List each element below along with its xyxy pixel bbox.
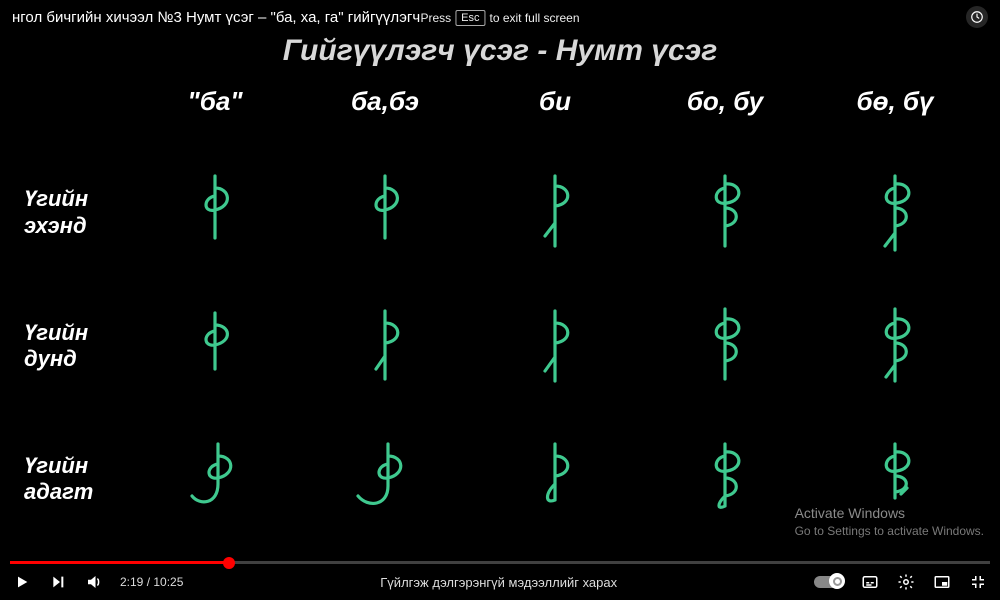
- col-head-2: би: [470, 86, 640, 146]
- glyph-icon: [180, 434, 250, 524]
- esc-hint-post: to exit full screen: [489, 11, 579, 25]
- gear-icon: [897, 573, 915, 591]
- col-head-4: бө, бү: [810, 86, 980, 146]
- glyph-icon: [355, 168, 415, 258]
- glyph-icon: [695, 301, 755, 391]
- fullscreen-esc-hint: Press Esc to exit full screen: [420, 10, 579, 26]
- video-player: нгол бичгийн хичээл №3 Нумт үсэг – "ба, …: [0, 0, 1000, 600]
- watch-later-button[interactable]: [966, 6, 988, 28]
- glyph-cell: [640, 413, 810, 546]
- player-controls: 2:19 / 10:25 Гүйлгэж дэлгэрэнгүй мэдээлл…: [0, 564, 1000, 600]
- next-button[interactable]: [48, 572, 68, 592]
- subtitles-button[interactable]: [860, 572, 880, 592]
- watermark-sub: Go to Settings to activate Windows.: [795, 523, 984, 540]
- time-duration: 10:25: [153, 575, 183, 589]
- col-head-0: "ба": [130, 86, 300, 146]
- slide-title: Гийгүүлэгч үсэг - Нумт үсэг: [0, 34, 1000, 68]
- next-icon: [50, 574, 66, 590]
- autoplay-knob: [829, 573, 845, 589]
- fullscreen-exit-icon: [969, 573, 987, 591]
- glyph-icon: [350, 434, 420, 524]
- autoplay-toggle[interactable]: [814, 576, 844, 588]
- glyph-icon: [525, 434, 585, 524]
- glyph-icon: [695, 434, 755, 524]
- glyph-icon: [865, 301, 925, 391]
- miniplayer-icon: [933, 573, 951, 591]
- glyph-cell: [810, 279, 980, 412]
- col-head-3: бо, бу: [640, 86, 810, 146]
- glyph-cell: [300, 413, 470, 546]
- glyph-cell: [130, 146, 300, 279]
- play-icon: [14, 574, 30, 590]
- controls-left: 2:19 / 10:25: [12, 572, 183, 592]
- play-button[interactable]: [12, 572, 32, 592]
- glyph-icon: [185, 168, 245, 258]
- row-head-0: Үгийн эхэнд: [20, 146, 130, 279]
- volume-button[interactable]: [84, 572, 104, 592]
- glyph-cell: [470, 413, 640, 546]
- glyph-cell: [300, 146, 470, 279]
- col-head-1: ба,бэ: [300, 86, 470, 146]
- miniplayer-button[interactable]: [932, 572, 952, 592]
- row-head-2: Үгийн адагт: [20, 413, 130, 546]
- glyph-icon: [695, 168, 755, 258]
- controls-right: [814, 572, 988, 592]
- glyph-icon: [185, 301, 245, 391]
- row-head-1: Үгийн дунд: [20, 279, 130, 412]
- subtitles-icon: [861, 573, 879, 591]
- glyph-cell: [640, 279, 810, 412]
- glyph-icon: [355, 301, 415, 391]
- time-current: 2:19: [120, 575, 143, 589]
- time-display: 2:19 / 10:25: [120, 575, 183, 589]
- windows-activation-watermark: Activate Windows Go to Settings to activ…: [795, 504, 984, 540]
- glyph-cell: [470, 279, 640, 412]
- glyph-icon: [525, 168, 585, 258]
- glyph-icon: [865, 168, 925, 258]
- letter-grid: "ба" ба,бэ би бо, бу бө, бү Үгийн эхэнд …: [20, 86, 980, 546]
- watermark-title: Activate Windows: [795, 504, 984, 524]
- glyph-cell: [640, 146, 810, 279]
- volume-icon: [85, 573, 103, 591]
- esc-hint-pre: Press: [420, 11, 451, 25]
- glyph-cell: [810, 146, 980, 279]
- glyph-icon: [525, 301, 585, 391]
- glyph-cell: [130, 279, 300, 412]
- video-title: нгол бичгийн хичээл №3 Нумт үсэг – "ба, …: [12, 9, 420, 26]
- clock-icon: [970, 10, 984, 24]
- description-hint[interactable]: Гүйлгэж дэлгэрэнгүй мэдээллийг харах: [183, 575, 814, 590]
- glyph-cell: [130, 413, 300, 546]
- settings-button[interactable]: [896, 572, 916, 592]
- fullscreen-button[interactable]: [968, 572, 988, 592]
- esc-key-label: Esc: [455, 10, 485, 26]
- glyph-cell: [300, 279, 470, 412]
- glyph-cell: [470, 146, 640, 279]
